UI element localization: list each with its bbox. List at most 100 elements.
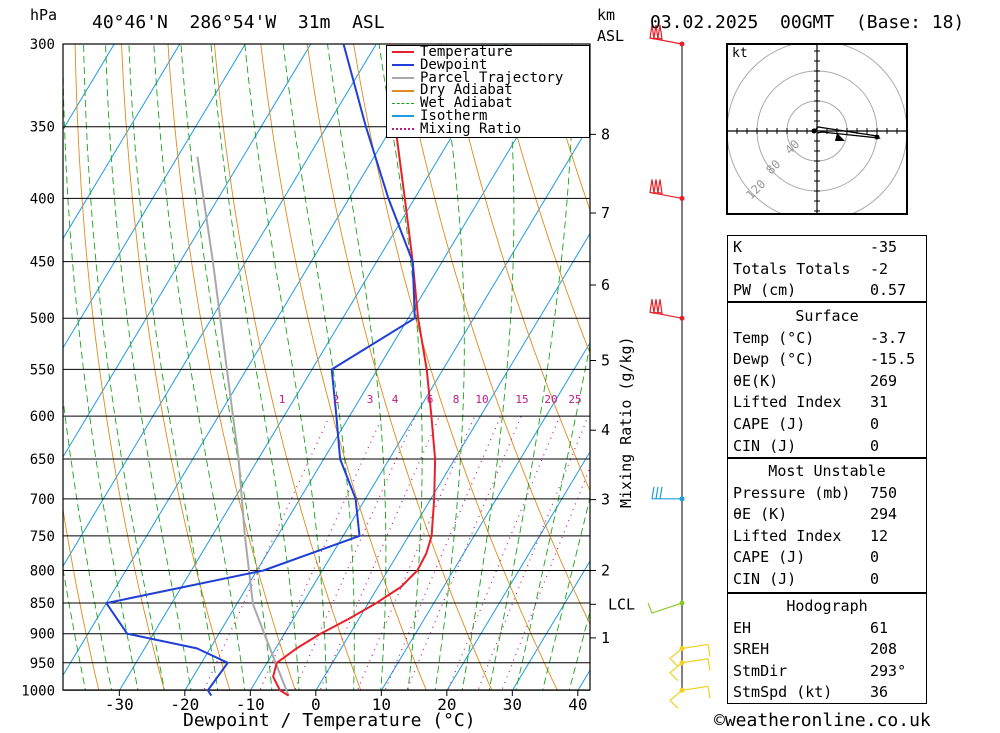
pressure-tick-label: 1000 <box>21 683 55 699</box>
dry-adiabat-line <box>957 44 1000 717</box>
index-label: Pressure (mb) <box>733 483 851 502</box>
surface-title: Surface <box>795 307 859 325</box>
legend-label: Isotherm <box>420 107 488 124</box>
mixing-ratio-line <box>319 415 441 690</box>
legend-swatch <box>392 89 414 92</box>
dry-adiabat-line <box>121 44 231 690</box>
index-row: StmSpd (kt) 36 <box>728 682 926 704</box>
mixing-ratio-label: 20 <box>544 393 557 406</box>
dry-adiabat-line <box>260 44 427 690</box>
wind-barb <box>669 643 711 667</box>
wet-adiabat-line <box>244 44 327 690</box>
index-value: 0 <box>870 569 880 588</box>
dry-adiabat-line <box>74 44 165 690</box>
index-label: CAPE (J) <box>733 414 806 433</box>
index-value: 293° <box>870 661 907 680</box>
height-unit: km <box>597 6 616 24</box>
datetime-label: 03.02.2025 00GMT (Base: 18) <box>650 12 965 33</box>
mixing-ratio-label: 2 <box>333 393 340 406</box>
dry-adiabat-line <box>0 44 39 717</box>
index-label: SREH <box>733 640 770 659</box>
mixing-ratio-line <box>259 415 384 690</box>
height-unit-asl: ASL <box>597 27 625 45</box>
index-value: 0 <box>870 436 880 455</box>
index-row: θE (K) 294 <box>728 504 926 526</box>
height-tick-label: 1 <box>601 629 610 647</box>
legend-swatch <box>392 115 414 118</box>
legend-label: Parcel Trajectory <box>420 69 564 86</box>
hodograph: kt 40 80 120 <box>726 43 908 215</box>
index-row: SREH 208 <box>728 639 926 661</box>
pressure-tick-label: 950 <box>30 656 55 672</box>
index-label: θE(K) <box>733 371 779 390</box>
temp-tick-label: 20 <box>437 695 456 714</box>
pressure-tick-label: 650 <box>30 452 55 468</box>
height-tick-label: LCL <box>608 595 635 613</box>
wet-adiabat-line <box>3 44 65 717</box>
wind-barb <box>649 24 683 45</box>
index-value: 208 <box>870 640 898 659</box>
hodograph-ring-label: 40 <box>782 137 802 157</box>
wet-adiabat-line <box>180 44 273 690</box>
isotherm-line <box>0 44 49 716</box>
index-label: Lifted Index <box>733 393 842 412</box>
height-tick-label: 2 <box>601 562 610 580</box>
temp-tick-label: -10 <box>236 695 265 714</box>
index-label: PW (cm) <box>733 281 797 300</box>
index-table-most-unstable: Most Unstable Pressure (mb) 750 θE (K) 294 L… <box>727 458 927 593</box>
legend-label: Dry Adiabat <box>420 82 513 99</box>
temp-tick-label: 10 <box>372 695 391 714</box>
mixing-ratio-label: 25 <box>568 393 581 406</box>
x-axis-title: Dewpoint / Temperature (°C) <box>183 710 476 731</box>
index-value: 36 <box>870 683 889 702</box>
wet-adiabat-line <box>461 44 515 690</box>
wind-barb <box>649 179 683 200</box>
wet-adiabat-line <box>105 44 192 690</box>
legend-swatch <box>392 128 414 131</box>
index-label: Lifted Index <box>733 526 842 545</box>
height-tick-label: 7 <box>601 204 610 222</box>
dry-adiabat-line <box>492 44 590 355</box>
isotherm-line <box>250 123 590 690</box>
mixing-ratio-label: 10 <box>475 393 488 406</box>
dry-adiabat-line <box>213 44 362 690</box>
mixing-ratio-label: 6 <box>427 393 434 406</box>
height-tick-label: 3 <box>601 491 610 509</box>
wet-adiabat-line <box>63 44 139 690</box>
wet-adiabat-line <box>83 44 165 690</box>
index-table-hodograph: Hodograph EH 61 SREH 208 StmDir 293° StmSpd (k… <box>727 593 927 704</box>
index-label: StmDir <box>733 661 788 680</box>
index-value: -2 <box>870 259 889 278</box>
mixing-ratio-line <box>384 415 502 690</box>
legend-label: Wet Adiabat <box>420 95 513 112</box>
isotherm-line <box>63 44 443 677</box>
legend-swatch <box>392 64 414 67</box>
temp-tick-label: 30 <box>503 695 522 714</box>
index-value: 0.57 <box>870 281 907 300</box>
index-value: -3.7 <box>870 328 907 347</box>
pressure-tick-label: 850 <box>30 596 55 612</box>
legend-item: Dry Adiabat <box>387 84 589 97</box>
mixing-ratio-line <box>203 415 331 690</box>
wind-barb <box>649 299 683 319</box>
hodograph-unit: kt <box>732 46 748 61</box>
mixing-ratio-line <box>477 415 589 690</box>
height-tick-label: 8 <box>601 125 610 143</box>
index-value: 61 <box>870 618 889 637</box>
wind-barb <box>651 486 682 500</box>
pressure-unit: hPa <box>30 6 58 24</box>
hodograph-point <box>874 134 880 140</box>
isotherm-line <box>63 44 377 568</box>
wet-adiabat-line <box>515 342 590 690</box>
index-row: Dewp (°C) -15.5 <box>728 349 926 371</box>
index-row: CAPE (J) 0 <box>728 414 926 436</box>
index-label: EH <box>733 618 752 637</box>
wind-barb <box>669 685 711 709</box>
index-label: Totals Totals <box>733 259 851 278</box>
height-tick-label: 5 <box>601 352 610 370</box>
legend-item: Dewpoint <box>387 58 589 72</box>
legend-item: Isotherm <box>387 107 589 124</box>
legend-swatch <box>392 76 414 79</box>
pressure-tick-label: 800 <box>30 564 55 580</box>
